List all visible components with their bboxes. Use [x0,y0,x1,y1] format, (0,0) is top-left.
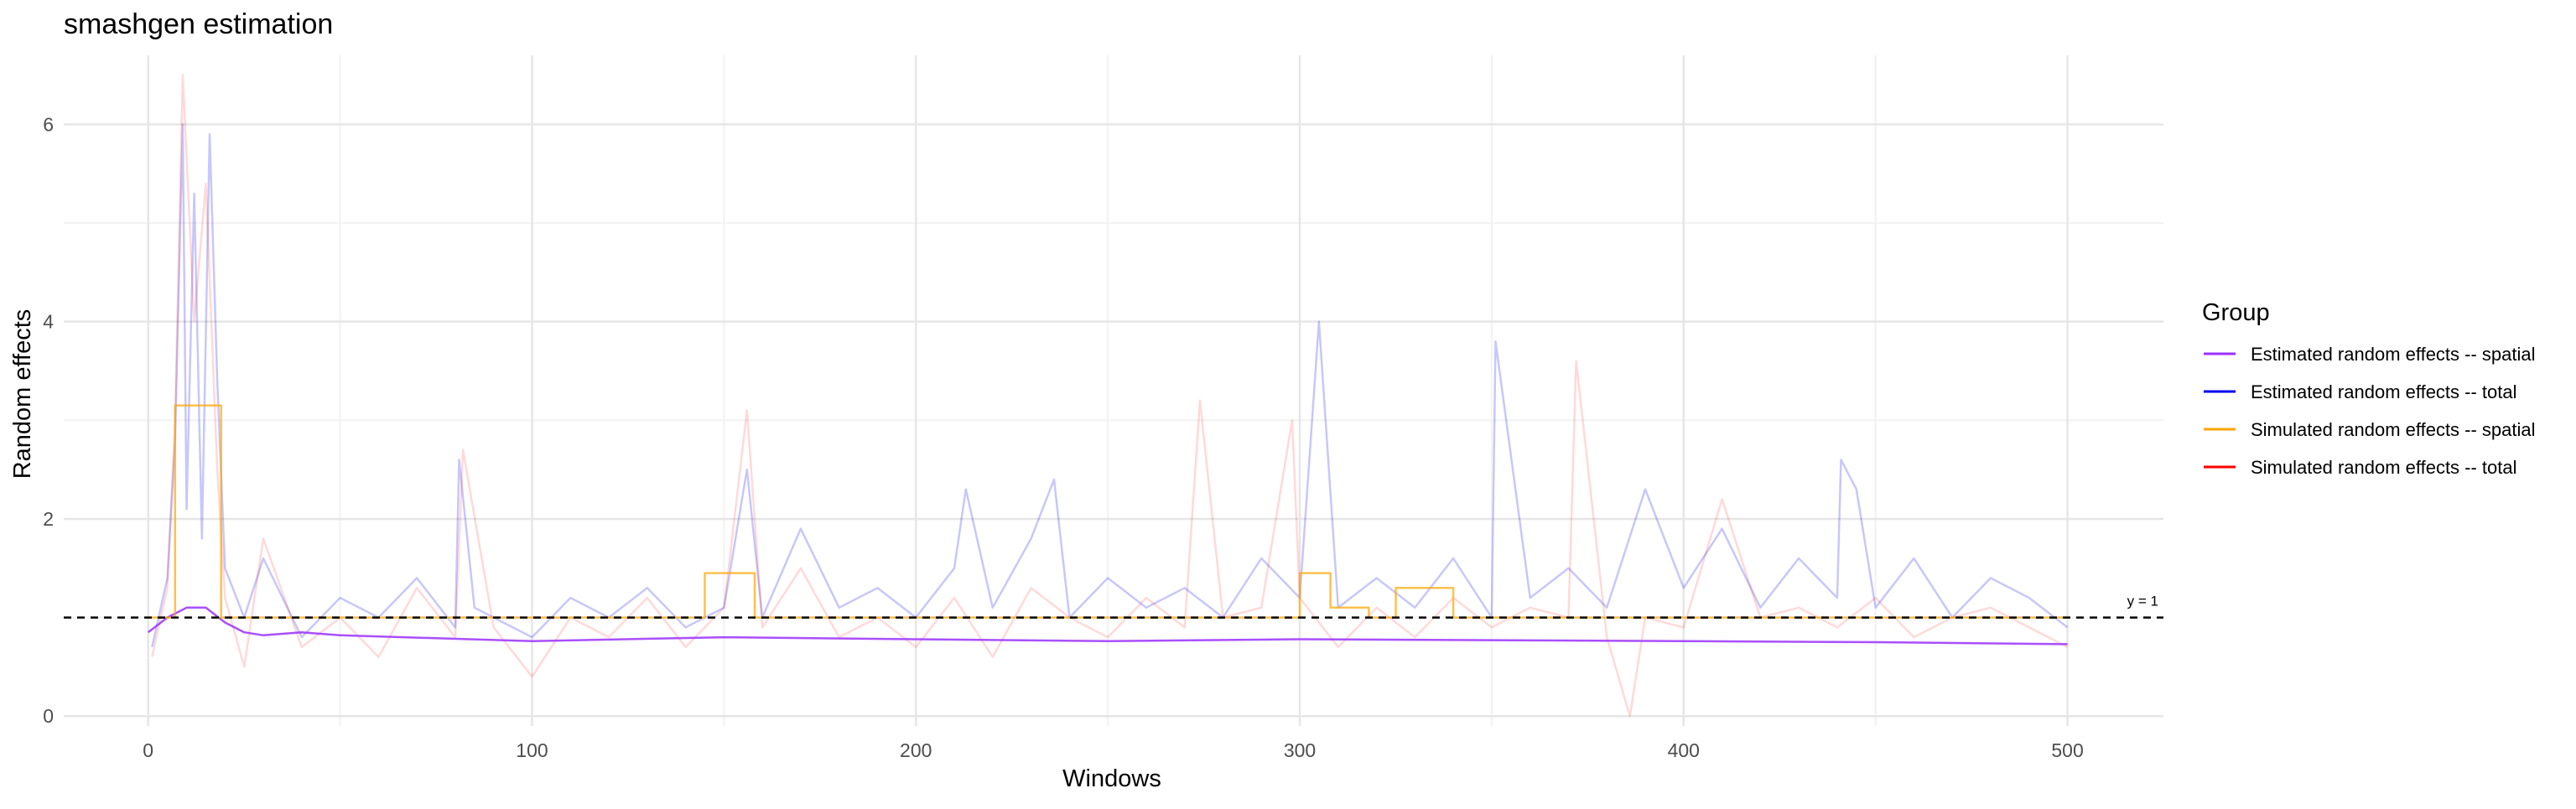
x-tick-label: 100 [516,739,548,761]
x-tick-label: 300 [1284,739,1316,761]
x-axis-label: Windows [1062,765,1161,792]
legend-entries: Estimated random effects -- spatial Estim… [2204,344,2536,478]
axis-layer: 0 100 200 300 400 500 0 2 4 6 [43,113,2084,761]
reference-line-label: y = 1 [2127,594,2158,609]
legend-label: Simulated random effects -- total [2251,457,2517,478]
legend-label: Estimated random effects -- total [2251,381,2517,402]
series-line-simulated-random-effects-total [151,74,2069,718]
x-tick-label: 500 [2051,739,2083,761]
legend-label: Estimated random effects -- spatial [2251,344,2536,365]
y-tick-label: 4 [43,311,54,333]
reference-layer: y = 1 [64,594,2163,619]
chart-title: smashgen estimation [64,8,333,40]
y-tick-label: 0 [43,705,54,727]
x-tick-label: 200 [900,739,932,761]
y-tick-label: 6 [43,113,54,135]
series-layer [147,74,2069,718]
x-tick-label: 400 [1668,739,1700,761]
series-line-estimated-random-effects-spatial [147,606,2068,646]
y-tick-label: 2 [43,508,54,530]
legend-label: Simulated random effects -- spatial [2251,419,2536,440]
x-tick-label: 0 [143,739,153,761]
y-axis-label: Random effects [9,309,36,480]
series-line-simulated-random-effects-spatial [148,404,2068,619]
legend: Group Estimated random effects -- spatia… [2202,299,2536,478]
series-line-estimated-random-effects-total [151,123,2069,648]
legend-title: Group [2202,299,2270,326]
grid-layer [64,55,2163,726]
